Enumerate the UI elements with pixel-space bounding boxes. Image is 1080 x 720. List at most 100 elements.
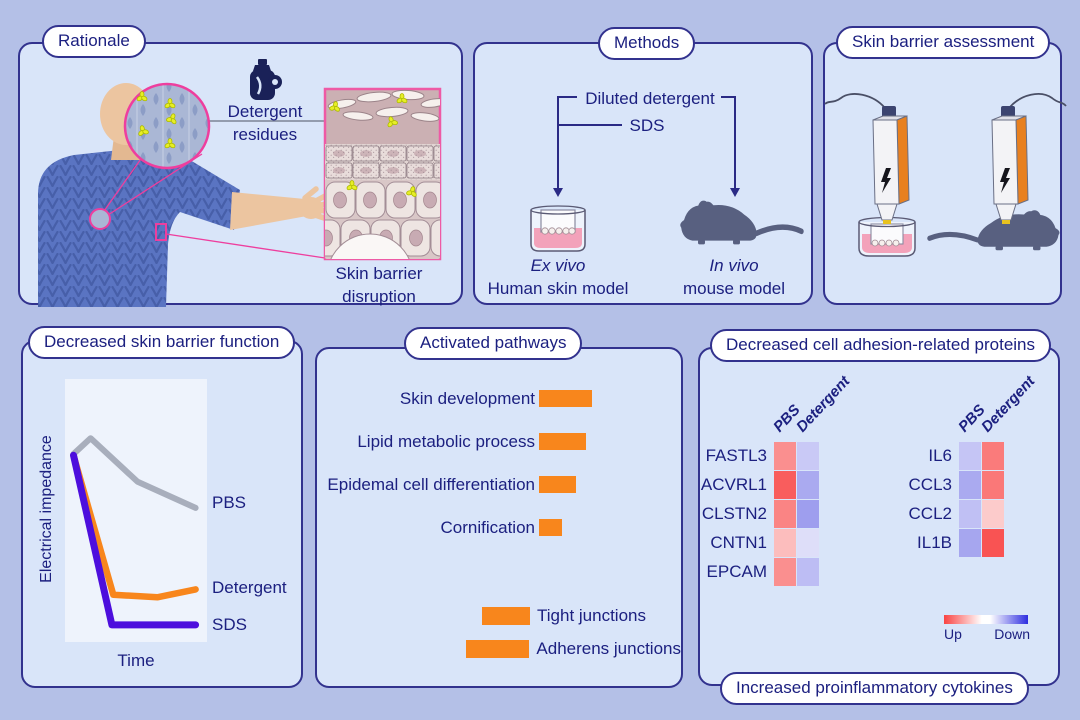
heatmap-cell: [774, 557, 796, 586]
pathway-bar: [539, 476, 576, 493]
heatmap-cell: [774, 499, 796, 528]
impedance-line-pbs: [70, 435, 199, 511]
beaker-icon: [858, 216, 916, 257]
pathway-bar: [539, 433, 586, 450]
pathway-label: Skin development: [399, 388, 535, 408]
color-scale-gradient: [944, 615, 1028, 624]
panel-title-proteins: Decreased cell adhesion-related proteins: [710, 329, 1052, 362]
pathway-label: Lipid metabolic process: [357, 431, 535, 451]
heatmap-row-epcam: EPCAM: [700, 557, 820, 586]
treatment-bracket: [557, 96, 736, 188]
heatmap-cell: [959, 441, 981, 470]
pathway-label: Cornification: [440, 517, 536, 537]
gene-label: CLSTN2: [701, 503, 767, 523]
mouse-icon: [927, 210, 1060, 251]
heatmap-cell: [982, 528, 1004, 557]
junction-bar: [465, 640, 530, 658]
heatmap-cell: [982, 441, 1004, 470]
junction-label: Tight junctions: [537, 606, 646, 625]
panel-rationale: Detergent residues Skin barrier disrupti…: [18, 42, 463, 307]
wrist-marker: [155, 223, 167, 241]
gene-label: EPCAM: [706, 561, 767, 581]
treatment-diluted-detergent: Diluted detergent: [585, 89, 715, 108]
treatment-sds: SDS: [629, 116, 665, 135]
gene-label: FASTL3: [705, 445, 767, 465]
heatmap-cell: [797, 470, 819, 499]
pathway-row: Lipid metabolic process: [317, 431, 681, 451]
detergent-residues-label: Detergent residues: [227, 102, 303, 144]
series-label-detergent: Detergent: [212, 578, 287, 597]
heatmap-cell: [959, 528, 981, 557]
methods-illustration: [530, 96, 804, 252]
panel-proteins: PBS Detergent PBS Detergent FASTL3 ACVRL1…: [698, 347, 1060, 686]
gene-label: IL6: [928, 445, 952, 465]
heatmap-cell: [797, 441, 819, 470]
heatmap-row-ccl2: CCL2: [897, 499, 1005, 528]
gene-label: CNTN1: [710, 532, 767, 552]
color-scale-labels: Up Down: [944, 626, 1030, 642]
panel-title-impedance: Decreased skin barrier function: [28, 326, 296, 359]
in-vivo-caption: In vivo mouse model: [682, 256, 786, 298]
arrow-down-icon: [730, 188, 740, 197]
panel-title-rationale: Rationale: [42, 25, 146, 58]
pathway-bar: [539, 519, 562, 536]
series-label-sds: SDS: [212, 615, 247, 634]
heatmap-row-il1b: IL1B: [897, 528, 1005, 557]
heatmap-cell: [982, 470, 1004, 499]
junction-bars-group: Tight junctions Adherens junctions: [317, 606, 681, 673]
impedance-line-detergent: [70, 452, 199, 601]
cytokine-heatmap: IL6 CCL3 CCL2 IL1B: [897, 441, 1005, 557]
lightning-icon: [1000, 168, 1010, 193]
skin-disruption-caption: Skin barrier disruption: [335, 264, 423, 306]
pathway-row: Cornification: [317, 517, 681, 537]
panel-title-assessment: Skin barrier assessment: [836, 26, 1051, 59]
heatmap-cell: [797, 528, 819, 557]
lightning-icon: [881, 168, 891, 193]
heatmap-cell: [959, 499, 981, 528]
heatmap-cell: [982, 499, 1004, 528]
heatmap-row-ccl3: CCL3: [897, 470, 1005, 499]
panel-assessment: [823, 42, 1067, 305]
heatmap-cell: [774, 441, 796, 470]
x-axis-label: Time: [117, 651, 155, 670]
scale-down-label: Down: [994, 626, 1030, 642]
heatmap-cell: [959, 470, 981, 499]
series-label-pbs: PBS: [212, 493, 247, 512]
transwell-icon: [530, 205, 586, 252]
dermal-papilla: [326, 233, 414, 259]
gene-label: IL1B: [917, 532, 952, 552]
heatmap-cell: [774, 528, 796, 557]
panel-methods: Diluted detergent SDS Ex vivo Human skin…: [473, 42, 813, 305]
heatmap-col-detergent: Detergent: [793, 372, 854, 436]
arrow-down-icon: [553, 188, 563, 197]
panel-title-pathways: Activated pathways: [404, 327, 583, 360]
impedance-probe-icon: [991, 93, 1067, 224]
chest-marker: [89, 208, 111, 230]
heatmap-row-cntn1: CNTN1: [700, 528, 820, 557]
gene-label: CCL3: [908, 474, 952, 494]
rationale-illustration: [38, 59, 442, 307]
adhesion-heatmap: FASTL3 ACVRL1 CLSTN2 CNTN1 EPCAM: [700, 441, 820, 586]
impedance-probe-icon: [824, 93, 910, 224]
heatmap-row-acvrl1: ACVRL1: [700, 470, 820, 499]
pathway-bar: [539, 390, 592, 407]
heatmap-row-fastl3: FASTL3: [700, 441, 820, 470]
panel-title-methods: Methods: [598, 27, 696, 60]
pathway-bars-group: Skin development Lipid metabolic process E…: [317, 388, 681, 562]
heatmap-row-clstn2: CLSTN2: [700, 499, 820, 528]
junction-bar: [482, 607, 530, 625]
fabric-zoom-circle: [123, 82, 211, 170]
impedance-chart: [70, 435, 200, 629]
gene-label: ACVRL1: [700, 474, 767, 494]
assessment-illustration: [824, 93, 1067, 257]
pathway-label: Epidemal cell differentiation: [327, 474, 535, 494]
heatmap-row-il6: IL6: [897, 441, 1005, 470]
junction-row: Tight junctions: [317, 606, 681, 625]
y-axis-label: Electrical impedance: [38, 435, 55, 583]
panel-impedance: Electrical impedance Time PBS Detergent …: [21, 340, 303, 688]
detergent-bottle-icon: [250, 59, 282, 100]
junction-label: Adherens junctions: [536, 639, 681, 658]
mouse-icon: [680, 200, 804, 245]
gene-label: CCL2: [908, 503, 952, 523]
